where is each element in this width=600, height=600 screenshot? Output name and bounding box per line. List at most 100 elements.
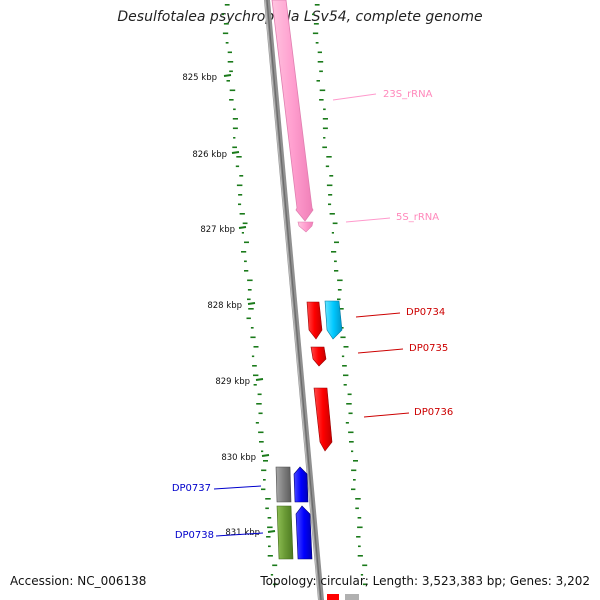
gene-5s-rrna[interactable] — [297, 221, 314, 233]
gc-dot — [258, 412, 263, 415]
gc-dot — [236, 184, 243, 187]
leader-line — [332, 93, 377, 101]
leader-line — [363, 412, 410, 418]
gc-dot — [319, 70, 323, 73]
gc-dot — [334, 241, 339, 244]
gene-features — [271, 0, 359, 600]
gene-fragment-red — [327, 594, 339, 600]
gc-dot — [357, 526, 363, 529]
gc-dot — [247, 298, 251, 301]
gc-dot — [261, 488, 266, 491]
gc-dot — [222, 32, 229, 35]
accession-text: Accession: NC_006138 — [10, 574, 147, 588]
gc-dot — [332, 222, 338, 225]
gene-cyan[interactable] — [324, 300, 343, 340]
gc-dot — [232, 118, 238, 120]
gene-gray[interactable] — [275, 466, 292, 503]
gc-dot — [348, 412, 353, 415]
gc-dot — [357, 517, 362, 519]
gc-dot — [253, 374, 259, 377]
gc-dot — [225, 42, 229, 44]
gene-dp0735[interactable] — [310, 346, 327, 367]
gene-fragment-gray — [345, 594, 359, 600]
tick-mark — [231, 151, 240, 154]
gc-dot — [355, 507, 359, 510]
gene-23s-rrna[interactable] — [271, 0, 314, 222]
gc-dot — [224, 4, 230, 6]
gc-dot — [242, 222, 248, 225]
gc-dot — [232, 146, 237, 149]
genome-backbone — [264, 0, 324, 600]
gc-dot — [229, 70, 233, 73]
gene-dp0738[interactable] — [295, 505, 313, 560]
gc-dot — [343, 374, 349, 377]
gc-dot — [247, 279, 253, 282]
gc-dot — [351, 469, 357, 472]
tick-mark — [247, 302, 256, 305]
gc-dot — [337, 289, 342, 291]
genome-summary-text: Topology: circular; Length: 3,523,383 bp… — [260, 574, 590, 588]
gc-dot — [323, 108, 326, 111]
gene-olive[interactable] — [276, 505, 294, 560]
gc-dot — [255, 422, 259, 424]
gc-dot — [322, 146, 327, 149]
gc-dot — [259, 441, 264, 443]
label-5s-rrna: 5S_rRNA — [396, 212, 439, 223]
label-dp0735: DP0735 — [409, 343, 448, 354]
tick-mark — [238, 226, 247, 229]
gc-dot — [317, 61, 324, 63]
gc-dot — [261, 450, 264, 453]
gc-dot — [268, 545, 271, 548]
gc-dot — [348, 431, 354, 434]
genome-title: Desulfotalea psychrophila LSv54, complet… — [117, 9, 483, 25]
gc-dot — [328, 194, 333, 196]
scale-ticks: 825 kbp 826 kbp 827 kbp 828 kbp 829 kbp … — [182, 73, 276, 538]
gc-dot — [256, 403, 262, 405]
gene-dp0734[interactable] — [306, 301, 323, 340]
gc-dot — [338, 308, 344, 310]
gc-dot — [323, 137, 326, 139]
gc-dot — [232, 127, 238, 130]
gc-dot — [238, 194, 243, 196]
gc-dot — [322, 127, 328, 130]
gc-dot — [325, 165, 330, 168]
gc-dot — [263, 479, 266, 481]
tick-mark — [255, 378, 264, 381]
leader-line — [215, 532, 264, 537]
gc-dot — [236, 156, 242, 158]
gc-dot — [337, 279, 343, 282]
gc-dot — [257, 393, 262, 396]
tick-label: 828 kbp — [207, 301, 242, 311]
feature-labels: 23S_rRNA 5S_rRNA DP0734 DP0735 DP0736 DP… — [172, 89, 453, 541]
gc-track-right — [312, 4, 368, 586]
gc-dot — [238, 203, 242, 206]
gene-dp0737[interactable] — [293, 466, 309, 503]
gene-dp0736[interactable] — [313, 387, 333, 452]
gc-dot — [253, 384, 257, 386]
gc-dot — [244, 270, 249, 272]
gc-dot — [239, 175, 244, 177]
gc-dot — [227, 61, 234, 63]
label-dp0738: DP0738 — [175, 530, 214, 541]
gc-dot — [317, 51, 322, 54]
gc-dot — [347, 393, 352, 396]
gc-dot — [248, 308, 254, 310]
gc-dot — [353, 479, 356, 481]
gc-dot — [334, 270, 339, 272]
gc-dot — [319, 89, 326, 92]
gc-dot — [315, 42, 319, 44]
gc-dot — [252, 365, 257, 367]
gc-dot — [329, 213, 335, 215]
gc-dot — [353, 460, 358, 462]
label-23s-rrna: 23S_rRNA — [383, 89, 433, 100]
gc-dot — [261, 469, 267, 472]
gc-dot — [313, 23, 319, 25]
tick-mark — [267, 530, 276, 533]
gc-dot — [247, 289, 252, 291]
gc-dot — [322, 118, 328, 120]
gc-dot — [312, 32, 319, 35]
tick-label: 831 kbp — [225, 528, 260, 538]
gc-dot — [229, 99, 234, 101]
gc-dot — [358, 545, 361, 548]
